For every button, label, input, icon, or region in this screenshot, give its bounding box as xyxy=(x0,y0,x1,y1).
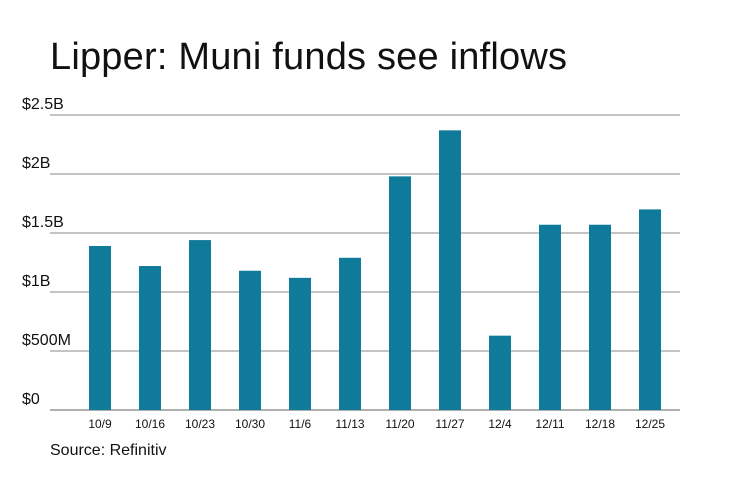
bar-10-9 xyxy=(89,245,111,410)
x-tick-label: 12/11 xyxy=(535,417,564,431)
x-tick-label: 12/25 xyxy=(635,417,665,431)
y-tick-label: $2.5B xyxy=(22,96,64,113)
bar-11-13 xyxy=(339,257,361,410)
x-tick-label: 10/23 xyxy=(185,417,215,431)
bar-12-25 xyxy=(639,209,661,410)
x-tick-label: 10/9 xyxy=(88,417,112,431)
x-tick-label: 11/20 xyxy=(385,417,414,431)
bar-12-18 xyxy=(589,224,611,410)
y-tick-label: $500M xyxy=(22,332,71,349)
x-tick-label: 11/13 xyxy=(335,417,364,431)
y-tick-label: $2B xyxy=(22,155,50,172)
x-tick-label: 11/27 xyxy=(435,417,464,431)
y-tick-label: $1B xyxy=(22,273,50,290)
y-tick-label: $0 xyxy=(22,391,40,408)
bar-11-20 xyxy=(389,176,411,410)
bar-11-6 xyxy=(289,277,311,410)
x-tick-label: 12/4 xyxy=(488,417,512,431)
x-axis-labels: 10/9 10/16 10/23 10/30 11/6 11/13 11/20 11/27 12… xyxy=(88,417,665,431)
x-tick-label: 10/16 xyxy=(135,417,165,431)
x-tick-label: 12/18 xyxy=(585,417,615,431)
bar-10-30 xyxy=(239,270,261,410)
bar-10-16 xyxy=(139,266,161,410)
source-note: Source: Refinitiv xyxy=(50,442,167,459)
bar-11-27 xyxy=(439,130,461,410)
y-tick-label: $1.5B xyxy=(22,214,64,231)
bar-10-23 xyxy=(189,240,211,410)
chart-title: Lipper: Muni funds see inflows xyxy=(50,36,568,78)
y-axis-labels: $0 $500M $1B $1.5B $2B $2.5B xyxy=(22,96,71,408)
bar-12-4 xyxy=(489,335,511,410)
bar-12-11 xyxy=(539,224,561,410)
bars-layer xyxy=(89,130,661,410)
x-tick-label: 11/6 xyxy=(289,417,312,431)
x-tick-label: 10/30 xyxy=(235,417,265,431)
